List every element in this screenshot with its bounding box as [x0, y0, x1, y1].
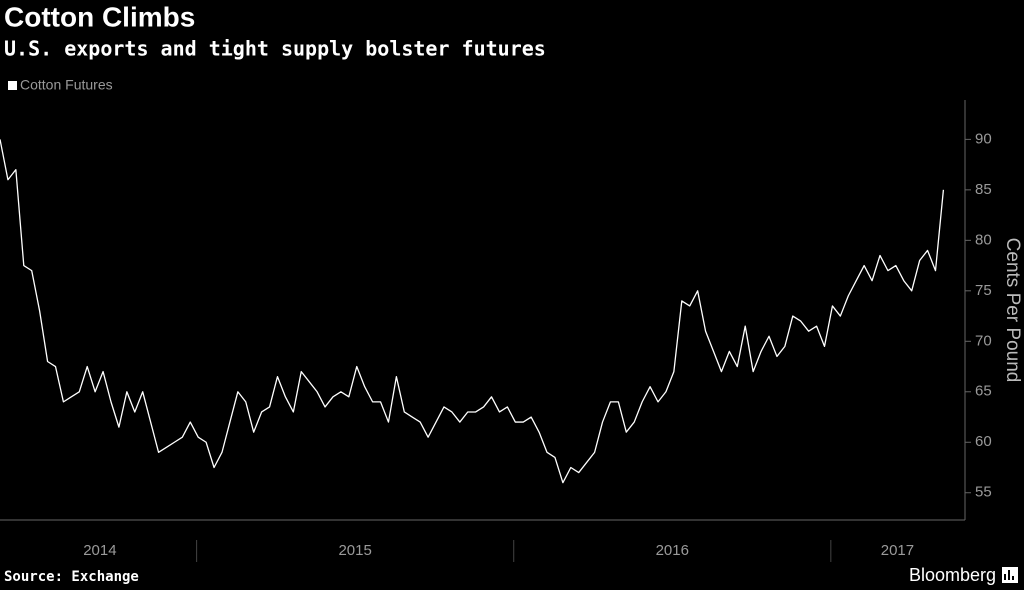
legend-label: Cotton Futures: [20, 77, 113, 93]
x-tick-label: 2017: [881, 542, 914, 559]
y-axis-label: Cents Per Pound: [1002, 238, 1023, 383]
x-tick-label: 2016: [656, 542, 689, 559]
brand-icon-bars: [1004, 570, 1014, 580]
x-tick-label: 2014: [83, 542, 116, 559]
y-tick-label: 55: [975, 484, 992, 501]
data-line: [0, 139, 945, 484]
x-tick-label: 2015: [338, 542, 371, 559]
y-tick-label: 65: [975, 383, 992, 400]
y-tick-label: 85: [975, 181, 992, 198]
y-tick-label: 90: [975, 130, 992, 147]
chart-title: Cotton Climbs: [4, 1, 195, 32]
y-tick-label: 60: [975, 433, 992, 450]
chart-subtitle: U.S. exports and tight supply bolster fu…: [4, 37, 546, 61]
y-tick-label: 75: [975, 282, 992, 299]
y-tick-label: 80: [975, 231, 992, 248]
y-tick-label: 70: [975, 332, 992, 349]
source: Source: Exchange: [4, 569, 139, 585]
legend-swatch: [8, 81, 17, 90]
brand: Bloomberg: [909, 565, 996, 585]
